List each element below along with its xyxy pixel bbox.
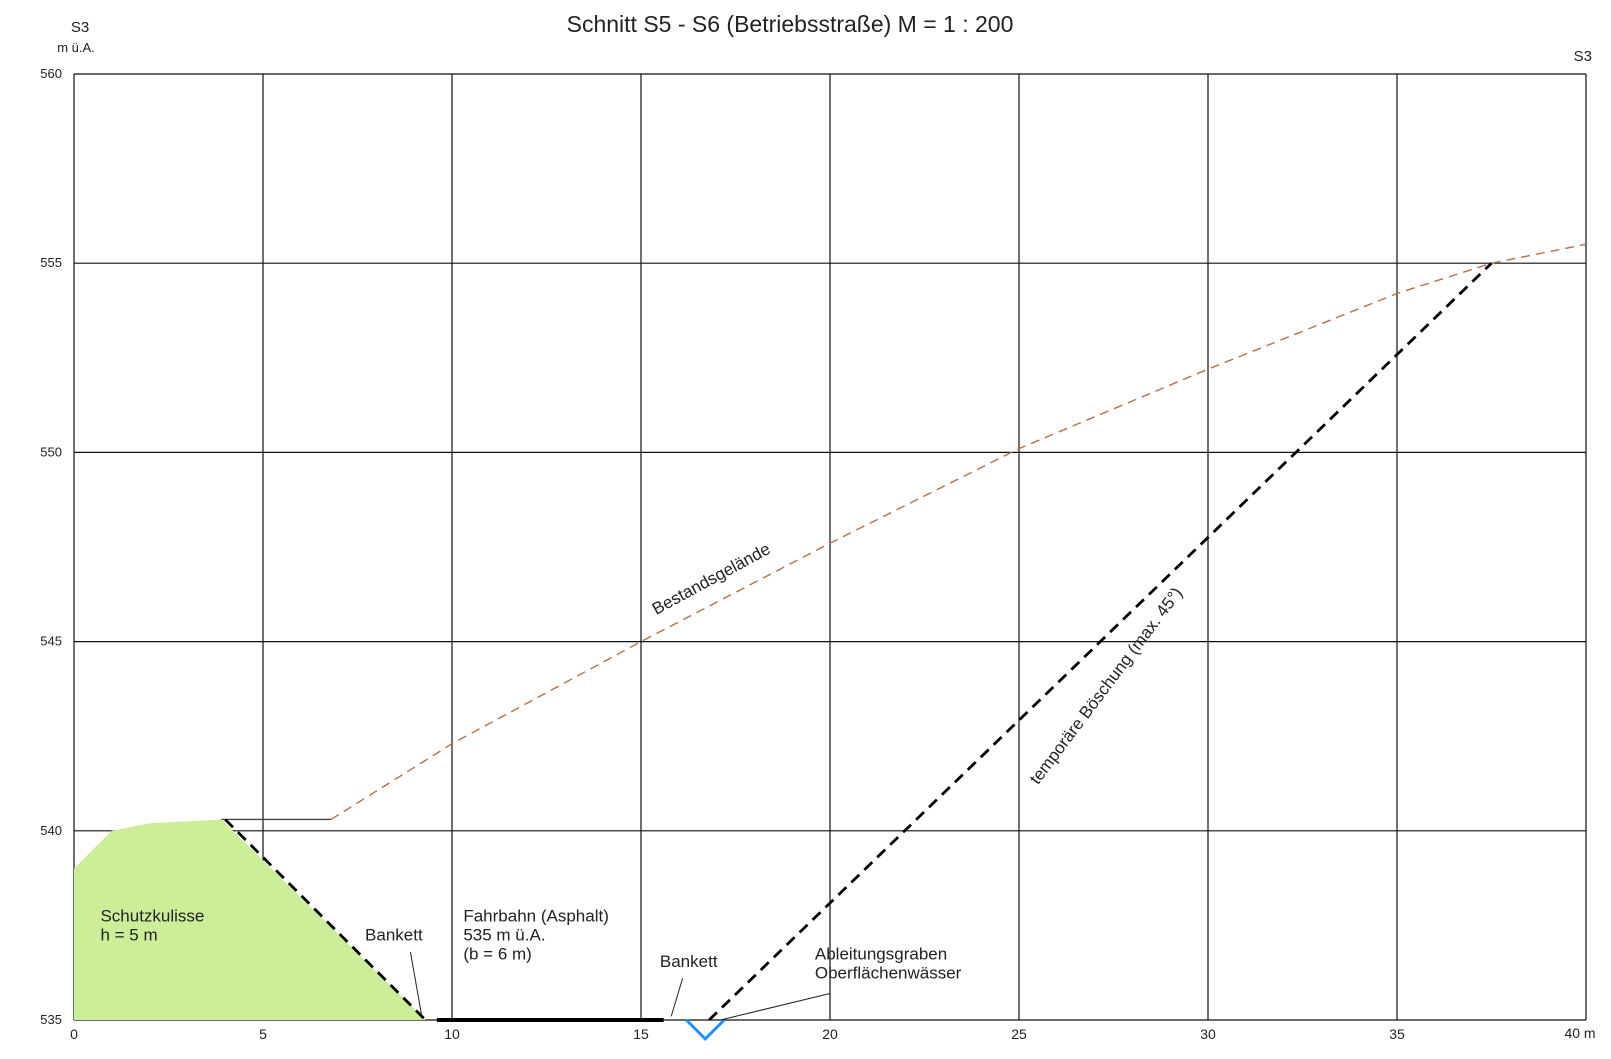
y-tick-label: 560 (40, 66, 62, 81)
y-station-label: S3 (71, 19, 89, 36)
series (221, 243, 1587, 1042)
right-station-label: S3 (1574, 48, 1592, 65)
annotation-schutzkulisse: Schutzkulisse h = 5 m (100, 907, 204, 945)
y-tick-label: 545 (40, 634, 62, 649)
x-tick-label: 30 (1200, 1026, 1216, 1042)
y-unit-label: m ü.A. (57, 40, 95, 55)
chart-title: Schnitt S5 - S6 (Betriebsstraße) M = 1 :… (567, 11, 1014, 37)
annotation-bestandsgelaende: Bestandsgelände (649, 539, 774, 618)
x-tick-label: 10 (444, 1026, 460, 1042)
x-tick-label: 35 (1389, 1026, 1405, 1042)
annotation-fahrbahn: Fahrbahn (Asphalt) 535 m ü.A. (b = 6 m) (463, 907, 609, 964)
x-unit-label: 40 m (1564, 1025, 1595, 1041)
area-schutzkulisse (74, 819, 426, 1020)
y-tick-label: 540 (40, 823, 62, 838)
y-tick-label: 535 (40, 1012, 62, 1027)
annotation-bankett-right: Bankett (660, 952, 718, 971)
leader-ableitungsgraben (720, 993, 831, 1021)
annotation-bankett-left: Bankett (365, 926, 423, 945)
annotation-ableitungsgraben: Ableitungsgraben Oberflächenwässer (815, 944, 962, 982)
y-tick-label: 555 (40, 255, 62, 270)
ticks: 0 5 10 15 20 25 30 35 535 540 545 550 555 560 (40, 66, 1405, 1042)
series-line-0 (330, 243, 1587, 821)
leader-bankett-right (670, 978, 684, 1017)
annotation-boeschung: temporäre Böschung (max. 45°) (1026, 584, 1186, 788)
grid (73, 73, 1587, 1021)
x-tick-label: 20 (822, 1026, 838, 1042)
x-tick-label: 5 (259, 1026, 267, 1042)
leader-bankett-left (409, 951, 423, 1017)
areas (74, 819, 426, 1020)
series-line-1 (708, 262, 1493, 1022)
y-tick-label: 550 (40, 444, 62, 459)
x-tick-label: 15 (633, 1026, 649, 1042)
series-line-2 (224, 818, 427, 1021)
x-tick-label: 25 (1011, 1026, 1027, 1042)
ditch-line (685, 1018, 726, 1042)
x-tick-label: 0 (70, 1026, 78, 1042)
